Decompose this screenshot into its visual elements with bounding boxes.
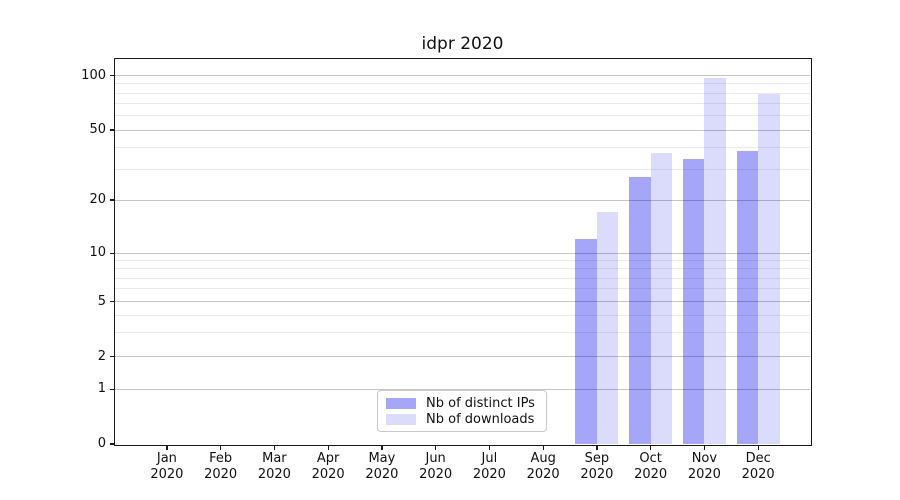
y-axis-tick (109, 443, 114, 445)
x-axis-tick (542, 445, 544, 450)
legend-swatch (386, 413, 416, 425)
legend-item: Nb of distinct IPs (386, 395, 538, 411)
major-gridline (115, 301, 810, 303)
minor-gridline (115, 288, 810, 290)
bar-downloads (704, 78, 726, 444)
x-axis-tick (488, 445, 491, 450)
x-axis-tick (166, 445, 168, 450)
minor-gridline (115, 331, 810, 333)
minor-gridline (115, 277, 810, 279)
y-axis-tick (109, 301, 114, 303)
x-tick-label: Apr 2020 (311, 451, 345, 482)
x-axis-tick (435, 445, 437, 450)
y-tick-label: 50 (89, 122, 106, 137)
x-tick-label: Mar 2020 (257, 451, 291, 482)
y-tick-label: 10 (89, 245, 106, 261)
x-axis-tick (650, 445, 652, 450)
minor-gridline (115, 83, 810, 85)
major-gridline (115, 199, 810, 201)
x-axis-tick (273, 445, 276, 450)
x-axis-tick (381, 445, 383, 450)
y-tick-label: 2 (97, 348, 106, 364)
y-tick-label: 1 (97, 381, 106, 397)
y-axis-tick (109, 388, 114, 390)
x-tick-label: Dec 2020 (741, 451, 775, 482)
x-tick-label: Jan 2020 (150, 451, 184, 482)
legend-item: Nb of downloads (386, 411, 538, 427)
minor-gridline (115, 314, 810, 316)
y-axis-tick (109, 129, 114, 131)
x-tick-label: Feb 2020 (204, 451, 238, 482)
x-tick-label: Jun 2020 (419, 451, 453, 482)
major-gridline (115, 252, 810, 254)
major-gridline (115, 388, 810, 390)
chart-title: idpr 2020 (421, 34, 504, 54)
y-axis-tick (109, 75, 114, 77)
bar-distinct-ips (736, 150, 759, 444)
major-gridline (115, 75, 810, 77)
bar-distinct-ips (682, 159, 705, 444)
x-tick-label: Oct 2020 (634, 451, 668, 482)
x-axis-tick (220, 445, 222, 450)
legend-label: Nb of downloads (426, 411, 535, 427)
legend: Nb of distinct IPs Nb of downloads (377, 390, 547, 432)
bar-downloads (650, 153, 673, 444)
minor-gridline (115, 146, 810, 148)
minor-gridline (115, 92, 810, 94)
legend-label: Nb of distinct IPs (426, 395, 535, 411)
y-axis-tick (109, 199, 114, 201)
legend-swatch (386, 397, 416, 409)
x-tick-label: Nov 2020 (687, 451, 721, 482)
bar-downloads (758, 94, 780, 444)
bar-distinct-ips (629, 177, 651, 444)
minor-gridline (115, 168, 810, 170)
y-tick-label: 5 (97, 293, 106, 309)
x-tick-label: May 2020 (365, 451, 399, 482)
minor-gridline (115, 260, 810, 262)
x-tick-label: Jul 2020 (472, 451, 506, 482)
x-axis-tick (596, 445, 598, 450)
minor-gridline (115, 103, 810, 105)
y-axis-tick (109, 252, 114, 254)
x-tick-label: Sep 2020 (580, 451, 614, 482)
y-axis-tick (109, 356, 114, 358)
x-axis-tick (327, 445, 329, 450)
minor-gridline (115, 115, 810, 117)
y-tick-label: 20 (89, 192, 106, 207)
y-tick-label: 100 (81, 67, 106, 83)
major-gridline (115, 356, 810, 358)
bar-downloads (596, 212, 619, 444)
x-axis-tick (757, 445, 759, 450)
minor-gridline (115, 268, 810, 270)
bar-distinct-ips (575, 239, 597, 444)
x-axis-tick (703, 445, 706, 450)
major-gridline (115, 129, 810, 131)
x-tick-label: Aug 2020 (526, 451, 560, 482)
y-tick-label: 0 (97, 436, 106, 451)
